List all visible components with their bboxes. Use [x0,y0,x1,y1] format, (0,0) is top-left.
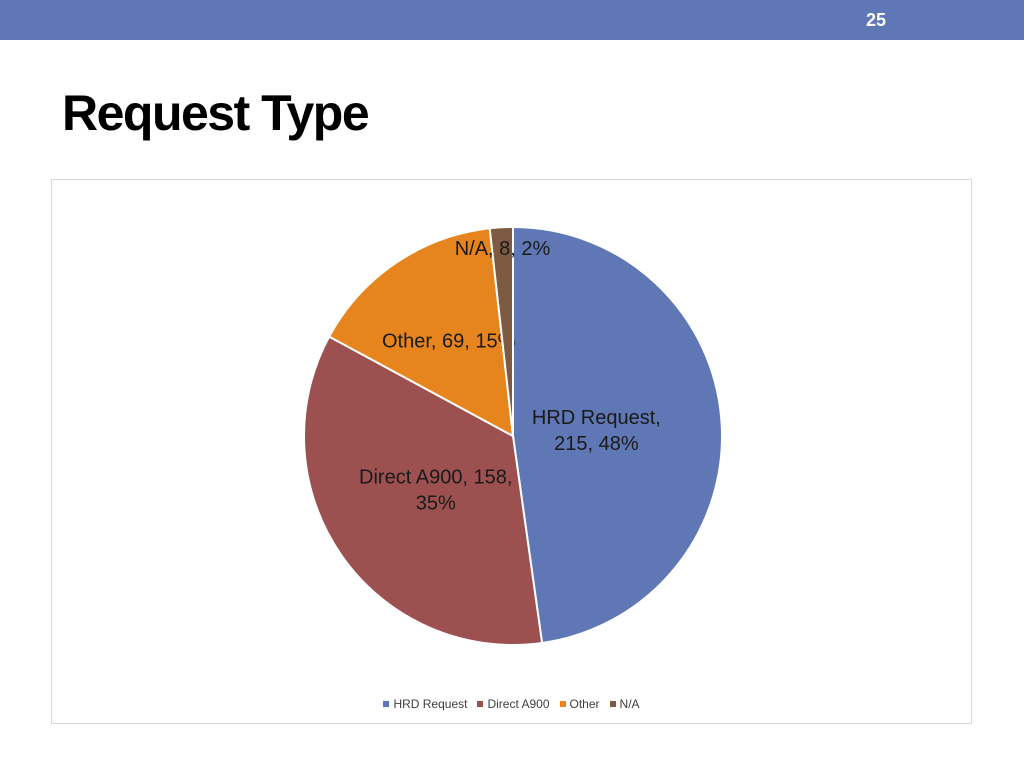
legend-item-other: Other [559,697,600,711]
data-label-direct-a900: Direct A900, 158, 35% [359,467,512,515]
data-label-other: Other, 69, 15% [382,331,516,353]
pie-slice-other [327,227,515,438]
legend-label: HRD Request [393,697,468,711]
pie-slice-n-a [488,225,514,437]
pie-slice-direct-a900 [303,335,544,646]
data-label-n-a: N/A, 8, 2% [455,238,551,260]
legend-label: Direct A900 [487,697,550,711]
legend-swatch [383,701,390,707]
legend-swatch [609,701,616,707]
legend-label: N/A [619,697,640,711]
legend-swatch [477,701,484,707]
pie-slice-hrd-request [512,225,723,645]
legend-item-n-a: N/A [609,697,640,711]
legend-label: Other [569,697,600,711]
chart-frame: HRD Request, 215, 48% Direct A900, 158, 35%… [51,179,972,724]
top-bar: 25 [0,0,1024,40]
chart-legend: HRD Request Direct A900 Other N/A [52,697,971,711]
data-label-hrd-request: HRD Request, 215, 48% [532,407,661,455]
legend-item-direct-a900: Direct A900 [477,697,550,711]
pie-chart: HRD Request, 215, 48% Direct A900, 158, 35%… [303,225,723,646]
slide-title: Request Type [62,85,370,141]
legend-swatch [559,701,566,707]
slide-number: 25 [865,10,886,30]
legend-item-hrd-request: HRD Request [383,697,467,711]
